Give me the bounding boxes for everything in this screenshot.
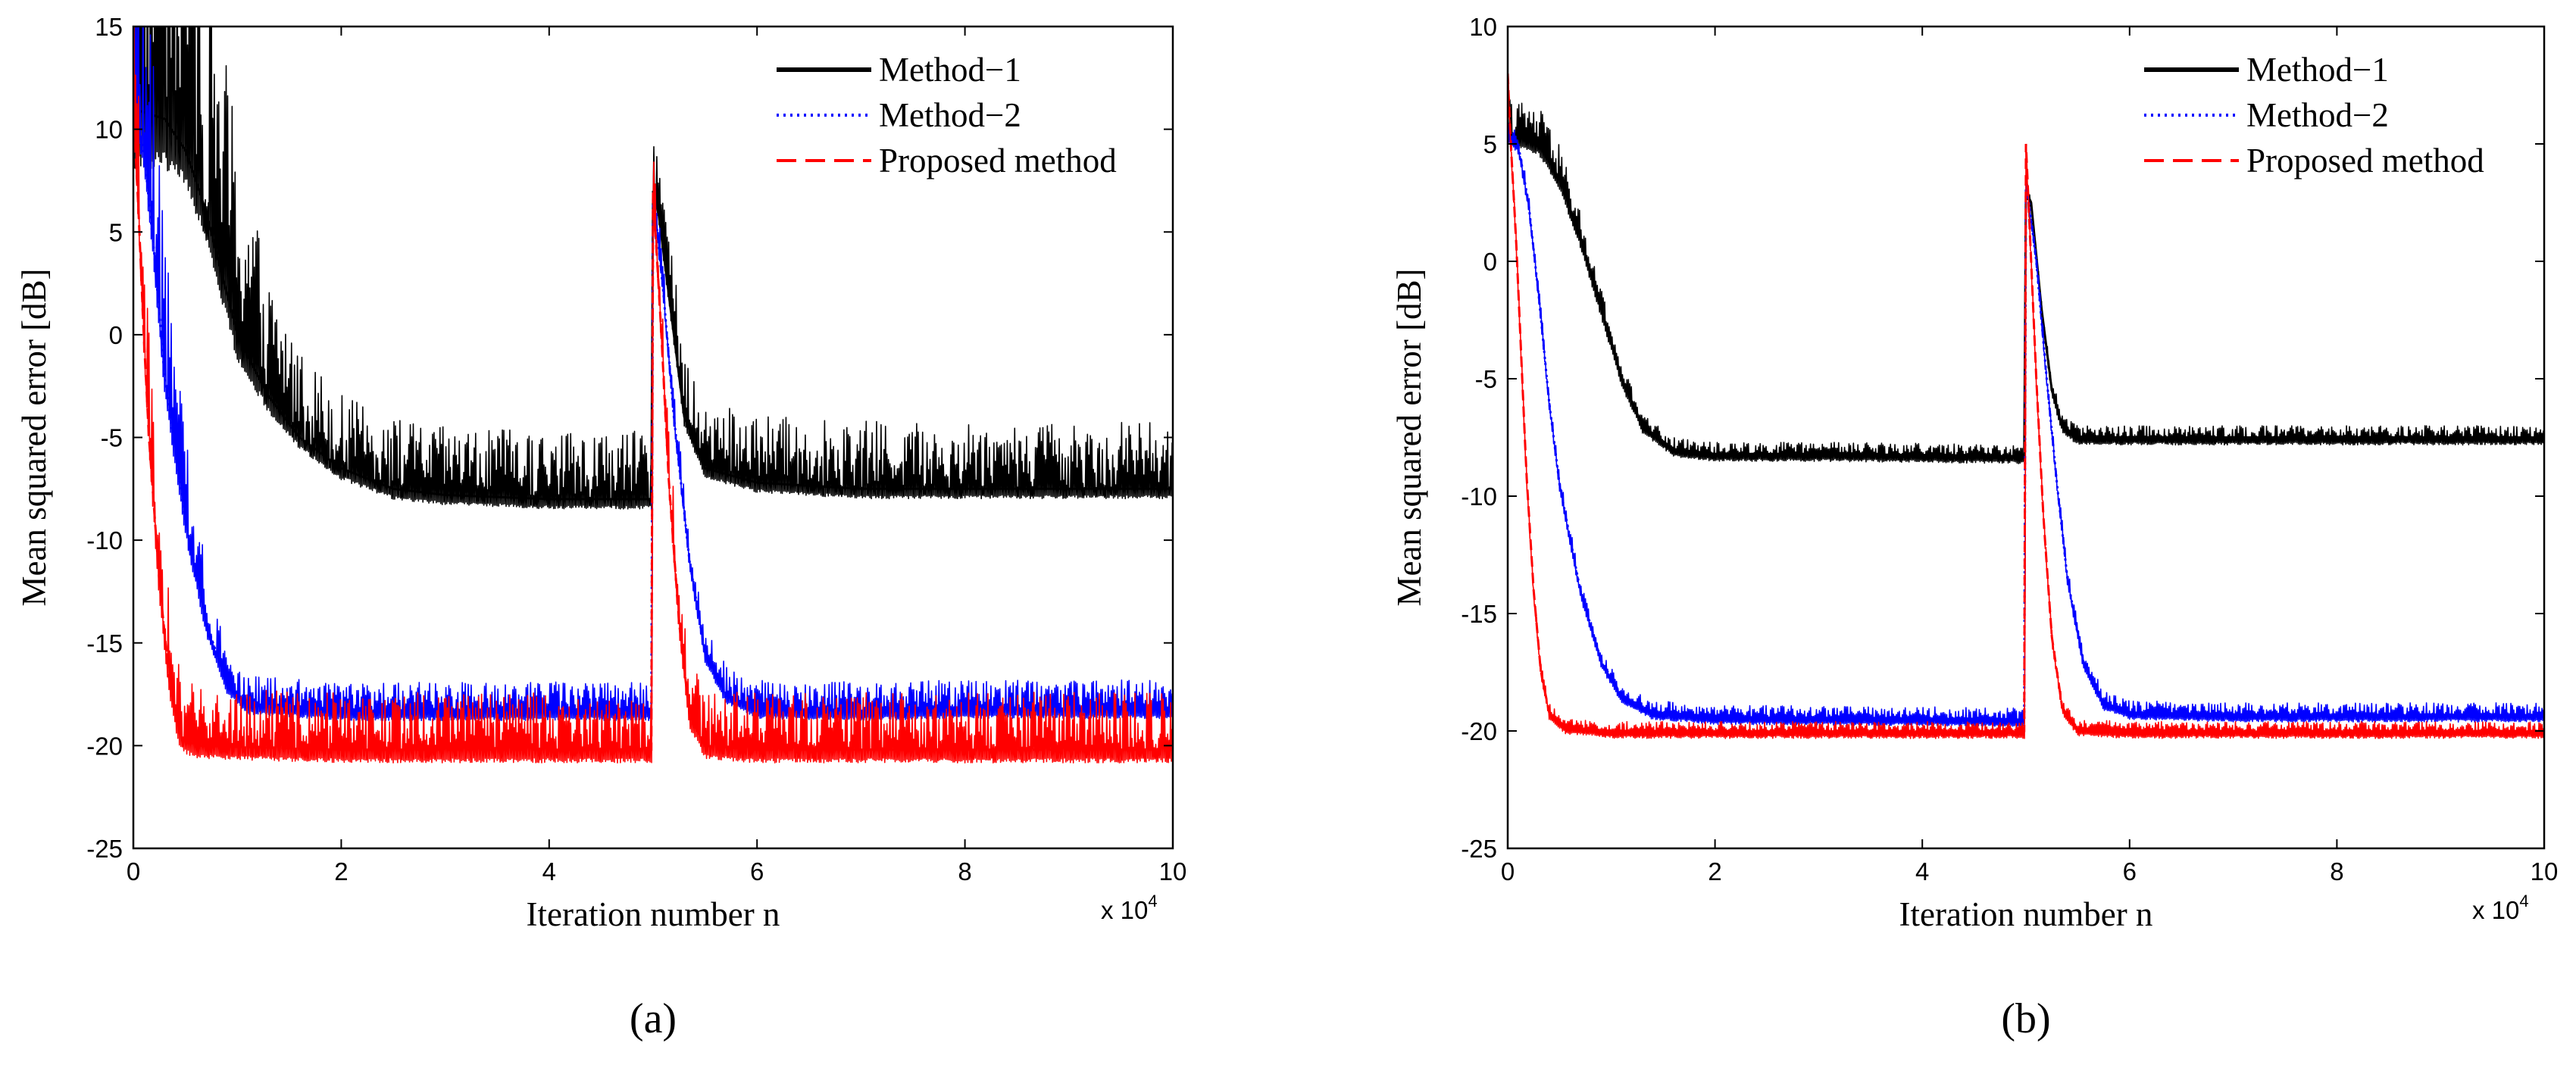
panel-a-y-tick-label: -5 [101, 424, 123, 452]
panel-a-legend: Method−1 Method−2 Proposed method [777, 51, 1117, 180]
panel-b-legend-label-2: Method−2 [2246, 96, 2389, 134]
panel-b-caption: (b) [2001, 995, 2050, 1042]
panel-a-legend-label-2: Method−2 [879, 96, 1021, 134]
panel-a-series-3-trend [133, 108, 1173, 751]
panel-a-legend-label-3: Proposed method [879, 142, 1117, 180]
panel-b-x-multiplier: x 104 [2472, 892, 2529, 924]
panel-a-y-tick-label: -15 [86, 629, 123, 657]
panel-a-x-multiplier-exponent: 4 [1148, 892, 1157, 910]
panel-b-y-tick-label: 5 [1483, 130, 1497, 158]
panel-b-x-tick-label: 2 [1708, 857, 1721, 885]
panel-b-x-tick-label: 8 [2330, 857, 2343, 885]
panel-b-ticks: 0 2 4 6 8 10 10 5 0 -5 -10 -15 -20 -25 [1461, 13, 2558, 885]
panel-a-series-layer [133, 27, 1173, 764]
panel-b-legend-label-3: Proposed method [2246, 142, 2484, 180]
panel-a-y-tick-label: 10 [95, 116, 123, 144]
panel-b-y-tick-label: -15 [1461, 600, 1497, 628]
panel-b-plot-frame [1506, 25, 2546, 850]
panel-a-x-tick-label: 6 [750, 857, 764, 885]
panel-b-series-3-trend [1508, 73, 2544, 732]
panel-b-y-tick-label: -25 [1461, 835, 1497, 863]
panel-a-ticks: 0 2 4 6 8 10 15 10 5 0 -5 -10 -15 -20 -25 [86, 13, 1186, 885]
panel-a-caption: (a) [630, 995, 677, 1042]
panel-a-series-2-trend [133, 108, 1173, 712]
panel-a-legend-label-1: Method−1 [879, 51, 1021, 89]
panel-a-y-tick-label: -25 [86, 835, 123, 863]
panel-b-x-tick-label: 0 [1501, 857, 1515, 885]
panel-b-x-multiplier-exponent: 4 [2519, 892, 2528, 910]
panel-b-y-tick-label: 10 [1469, 13, 1497, 41]
panel-a-y-tick-label: -10 [86, 526, 123, 554]
panel-b-legend: Method−1 Method−2 Proposed method [2144, 51, 2484, 180]
panel-b-x-axis-label: Iteration number n [1899, 895, 2153, 933]
panel-b-y-axis-label: Mean squared error [dB] [1390, 268, 1428, 606]
panel-b-legend-label-1: Method−1 [2246, 51, 2389, 89]
panel-a-x-multiplier: x 104 [1101, 892, 1158, 924]
panel-b-y-tick-label: -20 [1461, 717, 1497, 745]
panel-a-y-axis-label: Mean squared error [dB] [15, 268, 53, 606]
panel-b-x-multiplier-base: x 10 [2472, 896, 2519, 924]
panel-a-y-tick-label: 5 [109, 218, 123, 246]
panel-b-series-layer [1508, 73, 2544, 739]
panel-a-x-axis-label: Iteration number n [527, 895, 780, 933]
panel-b-y-tick-label: 0 [1483, 248, 1497, 276]
panel-b-x-tick-label: 10 [2531, 857, 2559, 885]
panel-a-y-tick-label: -20 [86, 732, 123, 760]
panel-b-x-tick-label: 4 [1915, 857, 1929, 885]
panel-b-y-tick-label: -10 [1461, 483, 1497, 511]
panel-a-x-tick-label: 4 [542, 857, 556, 885]
panel-b-y-tick-label: -5 [1475, 365, 1497, 393]
panel-a-y-tick-label: 15 [95, 13, 123, 41]
panel-a-y-tick-label: 0 [109, 321, 123, 349]
panel-b-x-tick-label: 6 [2123, 857, 2137, 885]
panel-a-x-tick-label: 0 [127, 857, 140, 885]
panel-a-x-tick-label: 8 [958, 857, 971, 885]
panel-a-x-tick-label: 10 [1159, 857, 1187, 885]
panel-a-x-tick-label: 2 [334, 857, 348, 885]
panel-a-x-multiplier-base: x 10 [1101, 896, 1148, 924]
